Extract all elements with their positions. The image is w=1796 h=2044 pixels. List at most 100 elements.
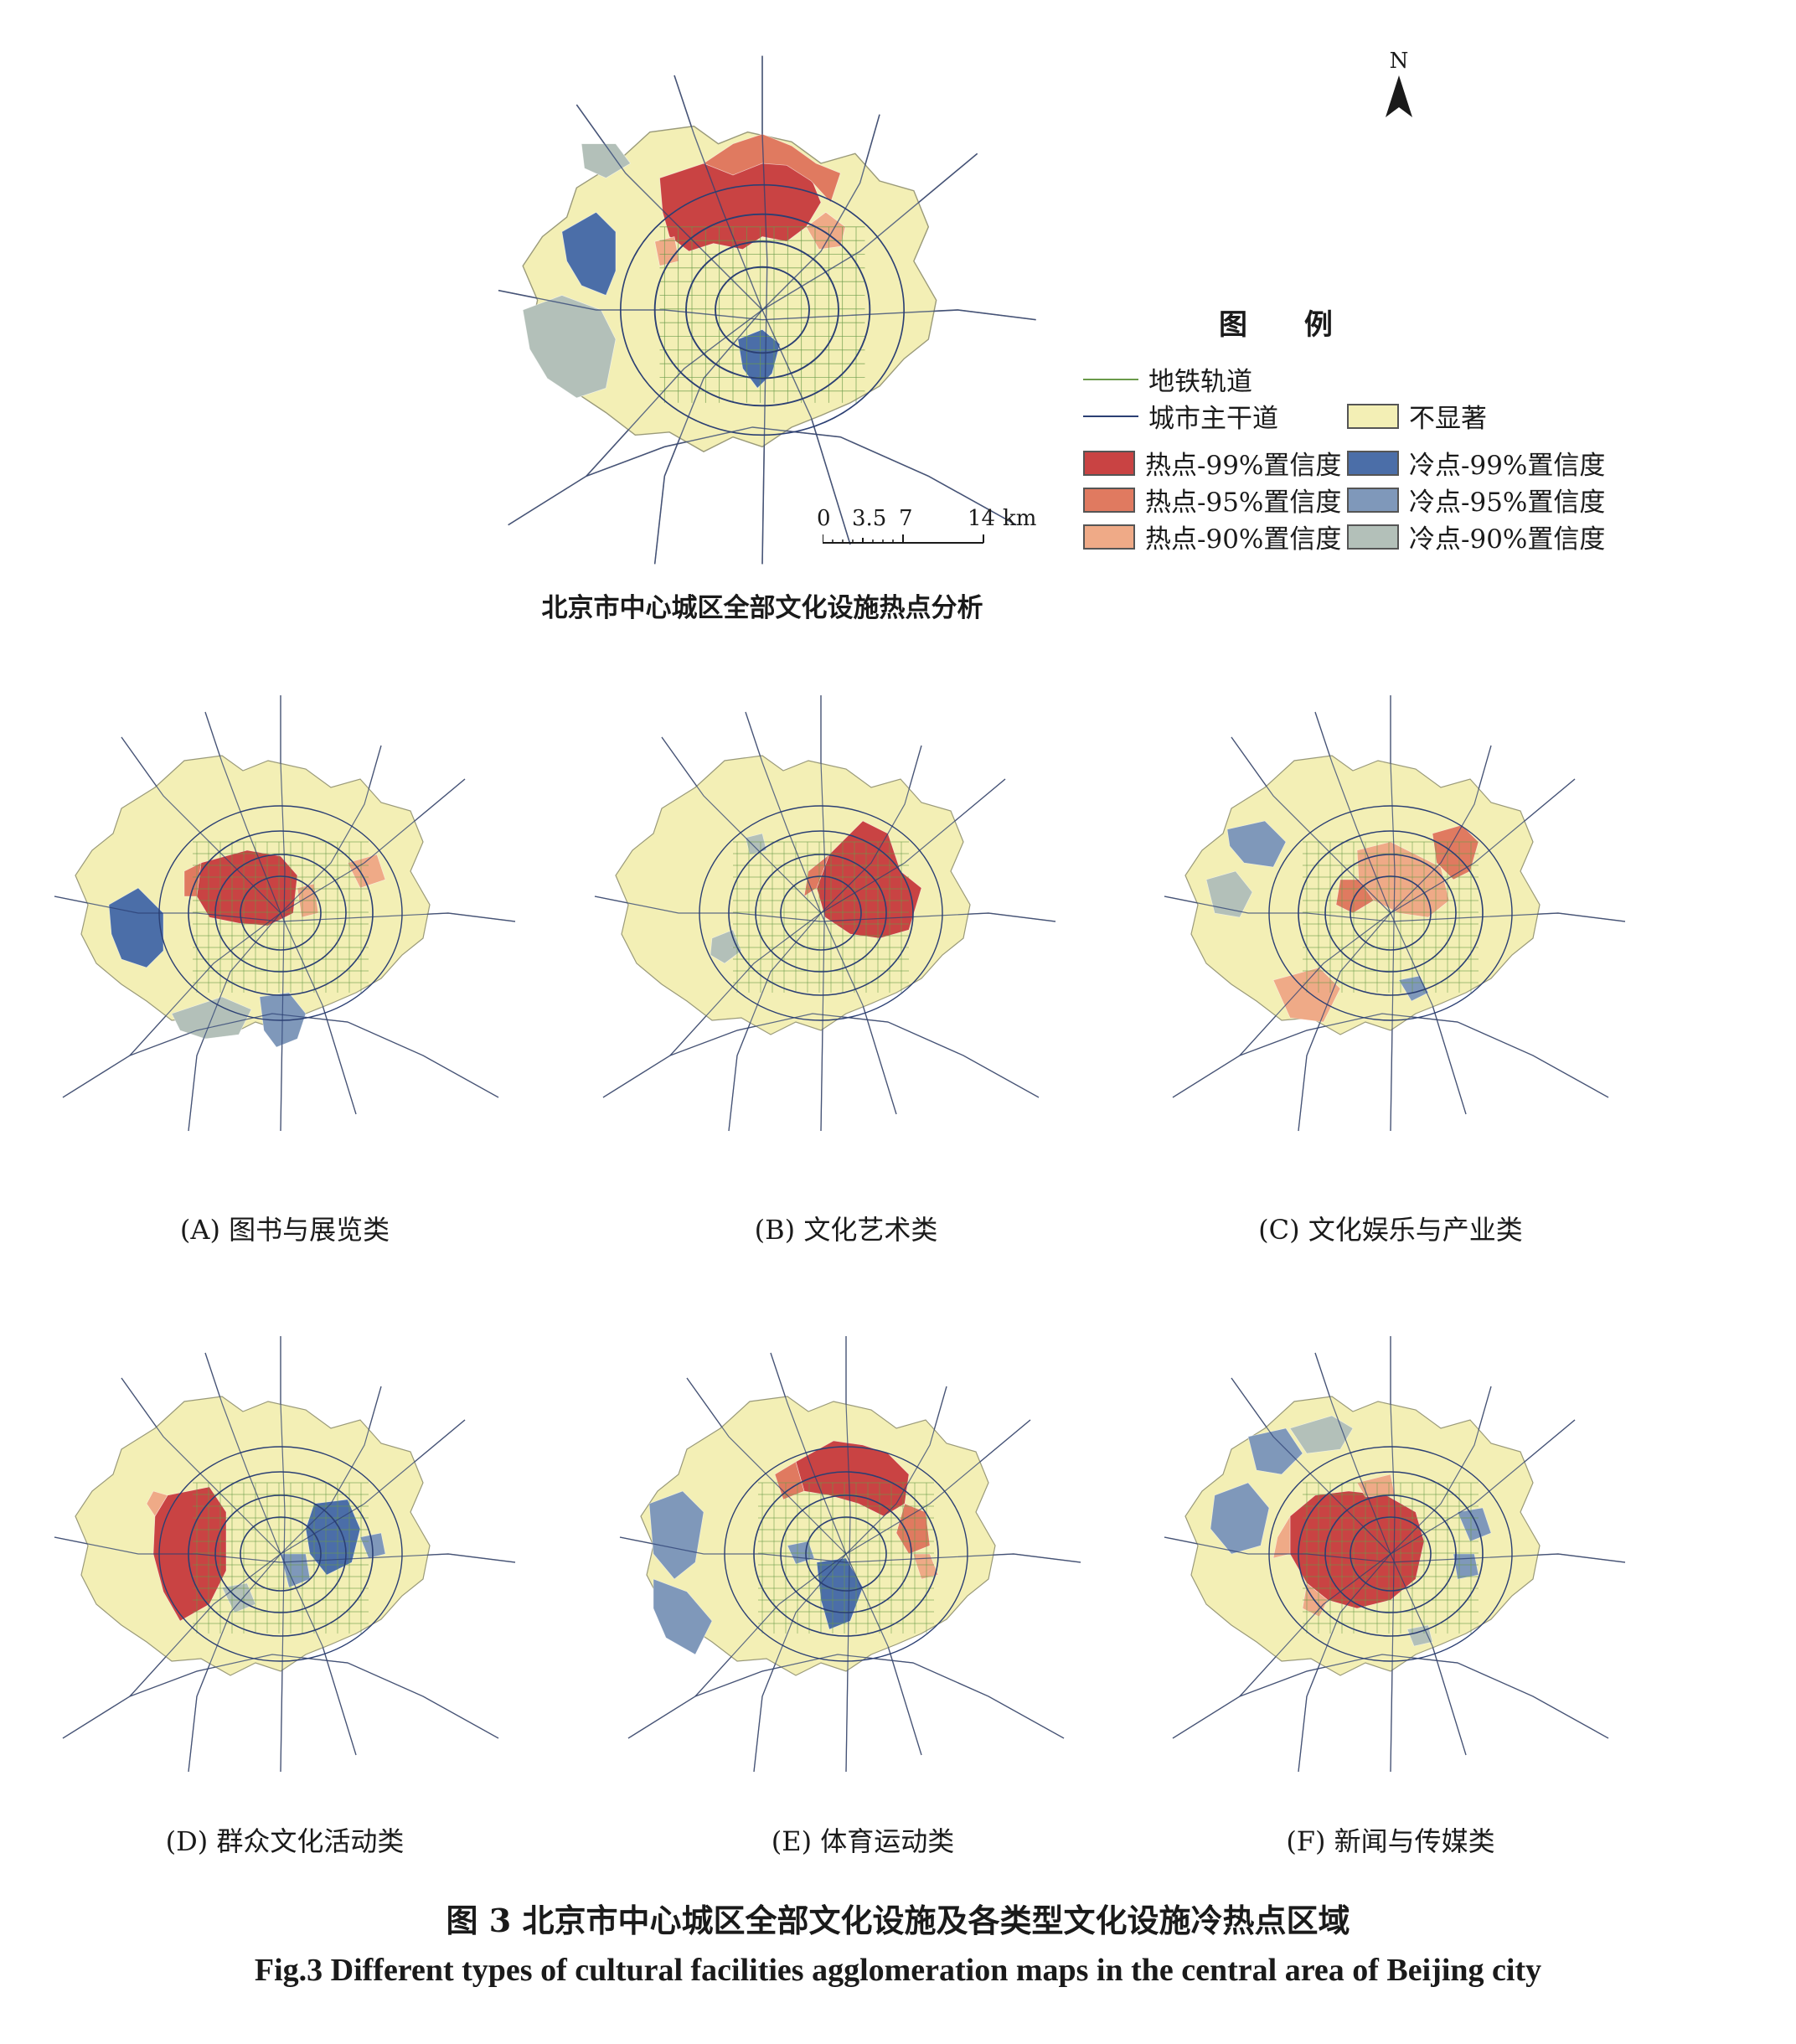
- district-outline: [75, 1396, 431, 1676]
- district-outline: [640, 1396, 996, 1676]
- arterial-6: [669, 778, 1006, 1056]
- hotspot-region-4: [648, 1490, 704, 1580]
- hotspot-region-4: [561, 211, 617, 296]
- legend-item-insignificant: 不显著: [1347, 397, 1487, 435]
- scale-unit: km: [1003, 506, 1037, 531]
- legend-item-subway: 地铁轨道: [1083, 360, 1252, 398]
- arterial-2: [1164, 1536, 1626, 1563]
- arterial-2: [619, 1536, 1081, 1563]
- hotspot-region-4: [1226, 820, 1287, 868]
- arterial-5: [121, 1377, 281, 1555]
- city-grid: [659, 226, 865, 403]
- hotspot-region-6: [1289, 1415, 1354, 1454]
- scale-bar-line: [823, 534, 984, 544]
- legend-item-hot-99: 热点-99%置信度: [1083, 444, 1341, 482]
- arterial-2: [54, 1536, 516, 1563]
- arterial-5: [1231, 736, 1391, 914]
- panel-map-D: [29, 1303, 532, 1805]
- scale-tick-0: 0: [817, 506, 831, 531]
- hotspot-region-9: [1406, 1624, 1433, 1647]
- arterial-3: [674, 75, 851, 545]
- panel-map-B: [570, 662, 1072, 1164]
- arterial-0: [761, 55, 768, 565]
- legend-item-cold-99: 冷点-99%置信度: [1347, 444, 1605, 482]
- hotspot-region-0: [196, 849, 298, 927]
- arterial-6: [694, 1419, 1031, 1697]
- arterial-3: [1314, 1352, 1467, 1756]
- legend-road-label: 城市主干道: [1148, 404, 1278, 434]
- legend-subway-swatch: [1083, 378, 1138, 380]
- arterial-3: [204, 1352, 357, 1756]
- panel-caption-C: (C) 文化娱乐与产业类: [1258, 1214, 1523, 1246]
- main-map: [469, 50, 1055, 570]
- panel-caption-F: (F) 新闻与传媒类: [1286, 1825, 1495, 1857]
- arterial-6: [129, 1419, 466, 1697]
- arterial-0: [280, 1336, 286, 1773]
- hotspot-region-1: [703, 133, 841, 204]
- legend-road-swatch: [1083, 415, 1138, 417]
- arterial-5: [661, 736, 822, 914]
- legend-cold-90-label: 冷点-90%置信度: [1409, 524, 1606, 555]
- legend-hot-95-swatch: [1083, 487, 1135, 513]
- hotspot-region-5: [522, 295, 617, 399]
- panel-map-E: [595, 1303, 1097, 1805]
- arterial-0: [1390, 695, 1396, 1132]
- arterial-3: [1314, 711, 1467, 1115]
- arterial-2: [54, 896, 516, 922]
- legend-hot-90-swatch: [1083, 524, 1135, 550]
- arterial-0: [845, 1336, 851, 1773]
- arterial-6: [1239, 1419, 1576, 1697]
- scale-tick-2: 7: [899, 506, 913, 531]
- figure-title-en: Fig.3 Different types of cultural facili…: [254, 1953, 1542, 1988]
- arterial-3: [204, 711, 357, 1115]
- panel-map-F: [1139, 1303, 1642, 1805]
- hotspot-region-4: [108, 887, 164, 968]
- scale-tick-3: 14: [968, 506, 996, 531]
- hotspot-region-4: [1210, 1482, 1270, 1555]
- panel-map-C: [1139, 662, 1642, 1164]
- main-map-caption: 北京市中心城区全部文化设施热点分析: [541, 593, 983, 623]
- legend-title: 图 例: [1219, 308, 1356, 342]
- legend-insignificant-swatch: [1347, 403, 1399, 429]
- legend-item-hot-90: 热点-90%置信度: [1083, 518, 1341, 555]
- panel-caption-D: (D) 群众文化活动类: [165, 1825, 405, 1857]
- arterial-5: [1231, 1377, 1391, 1555]
- arterial-6: [129, 778, 466, 1056]
- panel-caption-B: (B) 文化艺术类: [754, 1214, 938, 1246]
- legend-hot-90-label: 热点-90%置信度: [1145, 524, 1342, 555]
- arterial-2: [498, 289, 1036, 321]
- panel-caption-E: (E) 体育运动类: [771, 1825, 955, 1857]
- arterial-3: [745, 711, 897, 1115]
- panel-map-F-svg: [1164, 1336, 1626, 1773]
- city-grid: [733, 841, 909, 993]
- main-map-svg: [498, 55, 1036, 565]
- legend-item-road: 城市主干道: [1083, 397, 1278, 435]
- hotspot-region-3: [745, 833, 767, 855]
- north-label: N: [1389, 49, 1409, 74]
- north-arrow: N: [1374, 49, 1424, 124]
- arterial-6: [1239, 778, 1576, 1056]
- arterial-0: [280, 695, 286, 1132]
- hotspot-region-3: [654, 236, 680, 266]
- figure-title-cn: 图 3 北京市中心城区全部文化设施及各类型文化设施冷热点区域: [446, 1902, 1350, 1939]
- hotspot-region-5: [1205, 870, 1253, 918]
- panel-map-A: [29, 662, 532, 1164]
- hotspot-region-7: [581, 143, 632, 178]
- legend-hot-95-label: 热点-95%置信度: [1145, 488, 1342, 518]
- panel-map-C-svg: [1164, 695, 1626, 1132]
- hotspot-region-3: [912, 1553, 939, 1580]
- legend-cold-95-swatch: [1347, 487, 1399, 513]
- legend-item-cold-90: 冷点-90%置信度: [1347, 518, 1605, 555]
- hotspot-region-5: [1247, 1427, 1303, 1475]
- district-outline: [615, 755, 971, 1035]
- legend-hot-99-swatch: [1083, 450, 1135, 476]
- legend-cold-90-swatch: [1347, 524, 1399, 550]
- scale-tick-1: 3.5: [852, 506, 887, 531]
- arterial-5: [121, 736, 281, 914]
- city-grid: [193, 1482, 369, 1634]
- north-arrow-icon: [1386, 75, 1412, 117]
- arterial-2: [594, 896, 1056, 922]
- legend-cold-99-label: 冷点-99%置信度: [1409, 451, 1606, 481]
- panel-map-A-svg: [54, 695, 516, 1132]
- hotspot-region-7: [1457, 1507, 1492, 1542]
